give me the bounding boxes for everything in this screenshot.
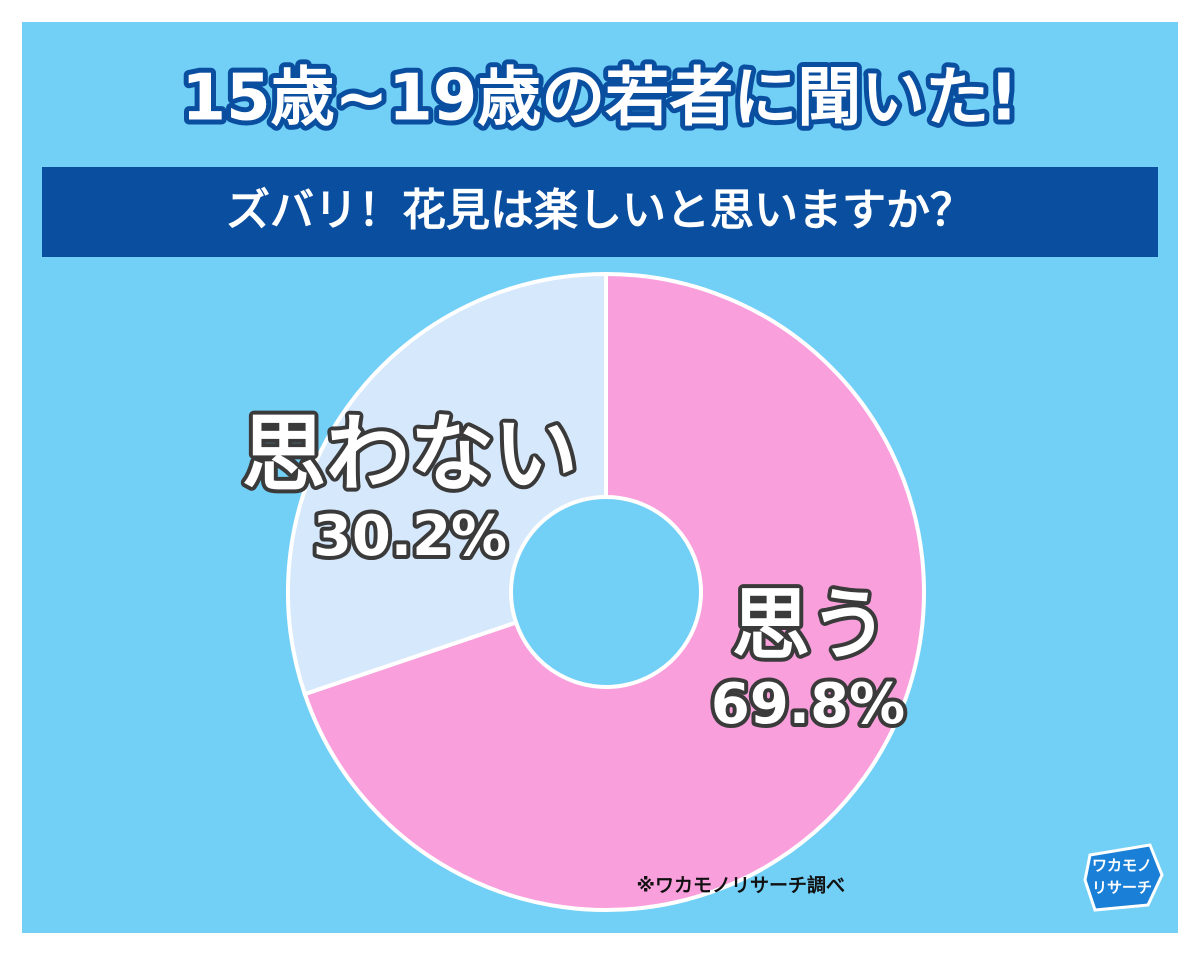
logo: ワカモノ リサーチ — [1083, 843, 1164, 912]
subtitle-banner — [42, 167, 1158, 257]
value-label: 30.2% — [313, 504, 507, 569]
logo-text: ワカモノ — [1092, 857, 1152, 875]
slice — [302, 271, 926, 912]
chart-subtitle: ズバリ！花見は楽しいと思いますか？ — [226, 185, 974, 236]
value-label: 69.8% — [711, 672, 905, 737]
source-note: ※ワカモノリサーチ調べ — [637, 874, 845, 897]
slice-label: 思わない — [242, 405, 578, 503]
chart-title: 15歳~19歳の若者に聞いた! — [182, 62, 1019, 136]
donut — [286, 271, 926, 912]
logo-text: リサーチ — [1092, 879, 1152, 897]
slice — [286, 271, 608, 697]
slice-label: 思う — [732, 580, 888, 670]
logo-badge — [1083, 843, 1164, 912]
